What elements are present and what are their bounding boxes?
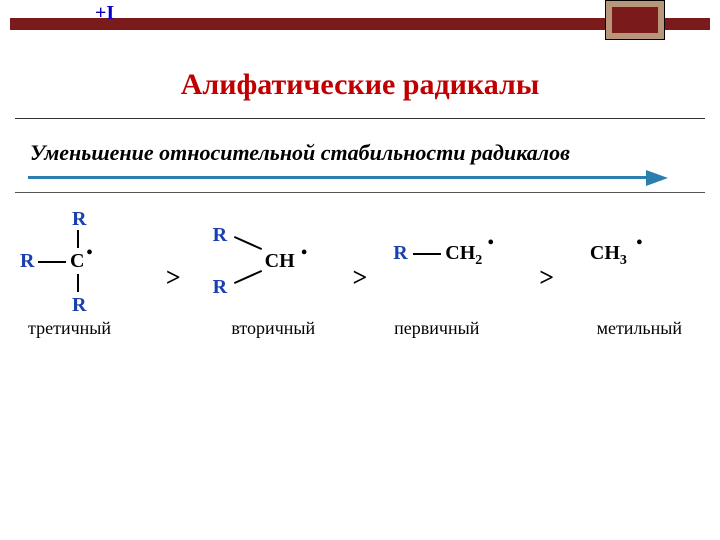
primary-structure: R CH2 • (393, 226, 513, 326)
accent-square-inner (612, 7, 658, 33)
subscript: 2 (475, 253, 482, 268)
bond-line (413, 253, 441, 255)
r-group: R (72, 208, 86, 231)
stability-arrow (28, 172, 668, 184)
label-primary: первичный (355, 318, 519, 339)
secondary-structure: R CH • R (207, 216, 327, 316)
bond-line (77, 274, 79, 292)
accent-square (605, 0, 665, 40)
radical-primary: R CH2 • (393, 200, 513, 326)
r-group: R (72, 294, 86, 317)
r-group: R (213, 276, 227, 299)
arrow-line (28, 176, 658, 179)
radical-secondary: R CH • R (207, 210, 327, 316)
bond-line (38, 261, 66, 263)
radical-tertiary: R R C • R (20, 208, 140, 318)
greater-than: > (533, 263, 560, 293)
ch-text: CH (445, 242, 475, 264)
carbon-center: CH3 (590, 242, 627, 265)
radical-dot-icon: • (487, 232, 494, 255)
ch-text: CH (590, 242, 620, 264)
arrow-head-icon (646, 170, 668, 186)
carbon-center: C (70, 250, 84, 273)
methyl-structure: CH3 • (580, 226, 700, 326)
greater-than: > (160, 263, 187, 293)
radical-dot-icon: • (86, 242, 93, 265)
bond-line (234, 270, 262, 284)
radicals-row: R R C • R > R CH • R > R CH2 • > (20, 200, 700, 326)
carbon-center: CH (265, 250, 295, 273)
label-methyl: метильный (519, 318, 701, 339)
r-group: R (20, 250, 34, 273)
bond-line (77, 230, 79, 248)
greater-than: > (347, 263, 374, 293)
plus-i-effect-label: +I (95, 2, 114, 25)
arrow-caption: Уменьшение относительной стабильности ра… (30, 140, 570, 166)
radical-methyl: CH3 • (580, 200, 700, 326)
slide-title: Алифатические радикалы (0, 68, 720, 102)
radical-dot-icon: • (301, 242, 308, 265)
bond-line (234, 236, 262, 250)
label-secondary: вторичный (192, 318, 356, 339)
divider-top (15, 118, 705, 119)
radical-labels-row: третичный вторичный первичный метильный (20, 318, 700, 339)
tertiary-structure: R R C • R (20, 208, 140, 318)
r-group: R (213, 224, 227, 247)
carbon-center: CH2 (445, 242, 482, 265)
r-group: R (393, 242, 407, 265)
label-tertiary: третичный (20, 318, 192, 339)
divider-mid (15, 192, 705, 193)
subscript: 3 (620, 253, 627, 268)
radical-dot-icon: • (636, 232, 643, 255)
